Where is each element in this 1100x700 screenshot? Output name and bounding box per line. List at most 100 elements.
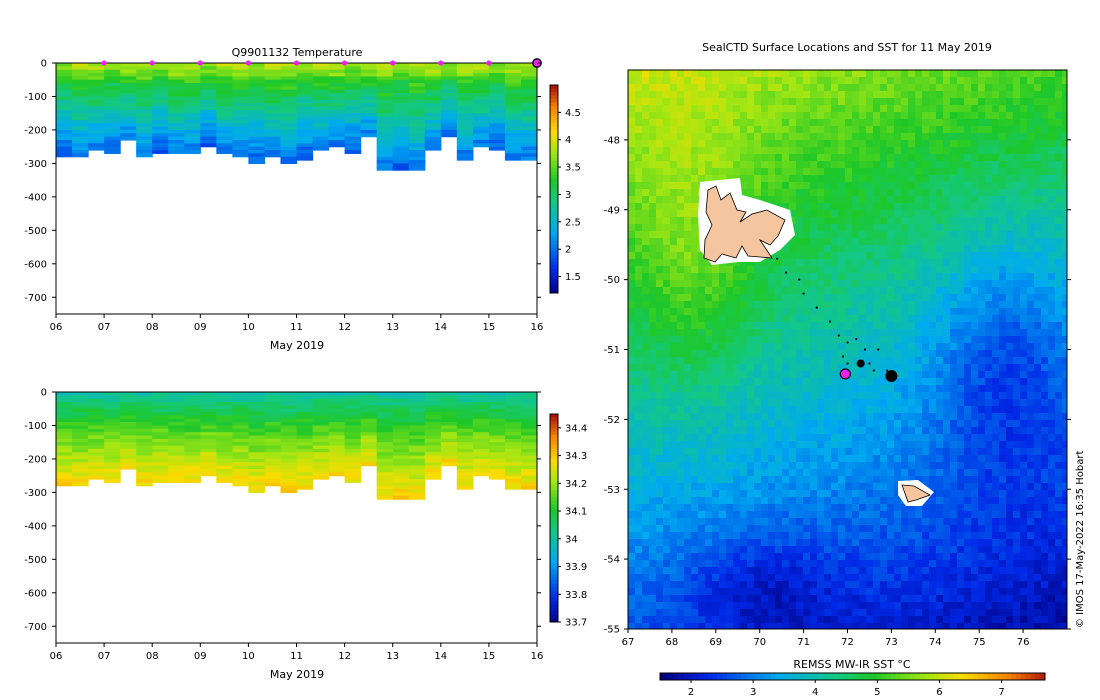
sst-cell	[782, 133, 790, 141]
sst-cell	[824, 273, 832, 281]
sst-cell	[719, 399, 727, 407]
profile-cell	[232, 143, 249, 148]
sst-cell	[719, 105, 727, 113]
sst-cell	[768, 259, 776, 267]
profile-cell	[312, 405, 330, 410]
sst-cell	[740, 378, 748, 386]
colorbar-swatch	[550, 98, 558, 103]
sst-cell	[712, 119, 720, 127]
profile-cell	[104, 398, 121, 403]
sst-cell	[894, 182, 902, 190]
profile-cell	[312, 435, 330, 440]
profile-cell	[104, 455, 121, 460]
sst-cell	[929, 266, 937, 274]
sst-cell	[999, 371, 1007, 379]
sst-cell	[1013, 308, 1021, 316]
sst-cell	[908, 315, 916, 323]
profile-cell	[312, 408, 330, 413]
sst-cell	[1027, 140, 1035, 148]
profile-cell	[520, 156, 537, 161]
sst-cell	[866, 329, 874, 337]
sst-cell	[663, 182, 671, 190]
profile-cell	[72, 425, 89, 430]
sst-cell	[754, 91, 762, 99]
sst-cell	[1020, 385, 1028, 393]
sst-cell	[866, 91, 874, 99]
sst-cell	[1048, 406, 1056, 414]
sst-cell	[1041, 119, 1049, 127]
sst-cell	[873, 301, 881, 309]
sst-cell	[831, 77, 839, 85]
profile-cell	[424, 89, 442, 94]
sst-cell	[726, 280, 734, 288]
profile-cell	[328, 76, 346, 81]
sst-cell	[964, 280, 972, 288]
sst-cell	[985, 175, 993, 183]
sst-cell	[635, 266, 643, 274]
profile-cell	[424, 445, 442, 450]
sst-cell	[817, 266, 825, 274]
colorbar-swatch	[550, 130, 558, 135]
sst-cell	[901, 336, 909, 344]
profile-cell	[504, 455, 522, 460]
sst-cell	[873, 406, 881, 414]
sst-cell	[866, 364, 874, 372]
sst-cell	[691, 280, 699, 288]
sst-cell	[803, 371, 811, 379]
sst-cell	[845, 280, 853, 288]
profile-cell	[136, 418, 153, 423]
sst-cell	[775, 343, 783, 351]
profile-cell	[184, 119, 201, 124]
sst-cell	[901, 273, 909, 281]
profile-cell	[392, 492, 410, 497]
profile-cell	[360, 458, 378, 463]
sst-cell	[901, 329, 909, 337]
sst-cell	[831, 126, 839, 134]
sst-cell	[859, 371, 867, 379]
sst-cell	[803, 238, 811, 246]
profile-cell	[152, 465, 169, 470]
sst-cell	[1027, 210, 1035, 218]
sst-cell	[824, 112, 832, 120]
sst-cell	[803, 336, 811, 344]
profile-cell	[424, 103, 442, 108]
sst-cell	[999, 280, 1007, 288]
sst-cell	[1020, 105, 1028, 113]
profile-cell	[392, 458, 410, 463]
sst-cell	[810, 196, 818, 204]
sst-cell	[957, 329, 965, 337]
sst-cell	[1041, 105, 1049, 113]
sst-cell	[628, 378, 636, 386]
sst-cell	[796, 301, 804, 309]
sst-cell	[1034, 273, 1042, 281]
sst-cell	[761, 140, 769, 148]
profile-cell	[408, 150, 426, 154]
profile-cell	[392, 119, 410, 124]
profile-cell	[56, 69, 73, 74]
sst-cell	[817, 119, 825, 127]
sst-cell	[663, 385, 671, 393]
profile-cell	[472, 435, 490, 440]
sst-cell	[1055, 301, 1063, 309]
profile-cell	[520, 69, 537, 74]
profile-cell	[152, 113, 169, 118]
sst-cell	[761, 329, 769, 337]
sst-cell	[754, 161, 762, 169]
profile-cell	[296, 479, 314, 483]
sst-cell	[929, 175, 937, 183]
profile-cell	[424, 452, 442, 457]
sst-cell	[705, 91, 713, 99]
sst-cell	[1062, 70, 1067, 78]
y-tick-label: -700	[24, 293, 47, 304]
sst-cell	[684, 392, 692, 400]
sst-cell	[964, 399, 972, 407]
sst-cell	[901, 259, 909, 267]
sst-cell	[1048, 231, 1056, 239]
sst-cell	[978, 112, 986, 120]
profile-cell	[104, 445, 121, 450]
profile-cell	[184, 425, 201, 430]
sst-cell	[698, 140, 706, 148]
sst-cell	[726, 357, 734, 365]
sst-cell	[775, 175, 783, 183]
sst-cell	[663, 287, 671, 295]
